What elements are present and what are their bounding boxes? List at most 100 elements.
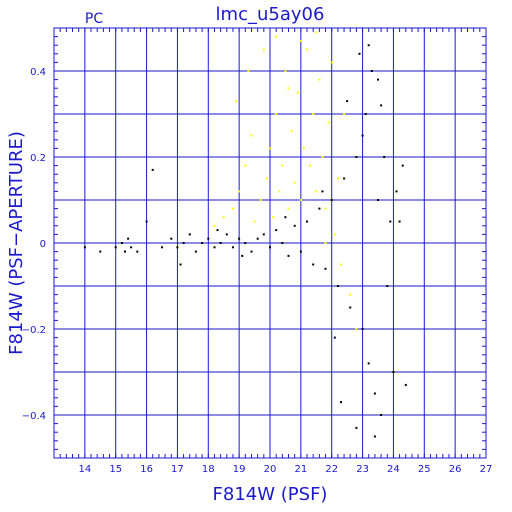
y-tick-label: 0.4 <box>30 67 46 78</box>
data-point-black <box>225 233 228 236</box>
x-tick-label: 24 <box>387 464 400 475</box>
data-point-black <box>355 426 358 429</box>
data-point-black <box>321 190 324 193</box>
data-point-black <box>306 220 308 223</box>
data-point-black <box>380 104 383 107</box>
y-tick-label: 0.2 <box>30 153 46 164</box>
chart-title: lmc_u5ay06 <box>216 4 325 25</box>
data-point-yellow <box>222 216 225 219</box>
data-point-yellow <box>244 164 247 167</box>
data-point-black <box>349 306 352 309</box>
data-point-yellow <box>340 263 342 266</box>
data-point-yellow <box>315 190 318 193</box>
tick-marks <box>53 27 487 459</box>
data-point-yellow <box>235 100 238 103</box>
data-point-yellow <box>336 177 339 180</box>
data-point-yellow <box>321 156 324 158</box>
data-point-black <box>130 246 133 249</box>
data-point-black <box>370 70 373 72</box>
data-point-yellow <box>259 199 262 201</box>
data-point-yellow <box>299 199 302 201</box>
data-point-black <box>343 177 346 180</box>
data-point-black <box>194 250 197 253</box>
x-tick-label: 19 <box>233 464 246 475</box>
data-point-black <box>395 190 398 193</box>
data-point-black <box>389 220 392 223</box>
data-point-black <box>83 246 86 249</box>
x-tick-label: 26 <box>449 464 462 475</box>
x-tick-label: 23 <box>356 464 369 475</box>
data-point-black <box>361 328 364 330</box>
data-point-black <box>358 52 361 55</box>
x-tick-label: 25 <box>418 464 431 475</box>
data-point-black <box>250 250 253 253</box>
data-point-black <box>145 220 148 223</box>
x-tick-label: 20 <box>264 464 277 475</box>
data-point-black <box>287 254 290 257</box>
data-point-yellow <box>330 61 333 64</box>
y-tick-label: 0 <box>40 239 46 250</box>
data-point-yellow <box>284 70 287 72</box>
data-point-black <box>392 371 395 373</box>
data-point-black <box>127 237 130 240</box>
data-point-yellow <box>324 207 327 210</box>
data-point-yellow <box>327 121 330 124</box>
data-point-yellow <box>269 147 271 150</box>
data-point-yellow <box>262 48 265 51</box>
data-point-yellow <box>315 31 318 34</box>
y-tick-label: −0.4 <box>22 411 46 422</box>
data-point-black <box>213 246 216 249</box>
data-point-black <box>330 199 333 201</box>
data-point-yellow <box>238 190 241 193</box>
data-point-yellow <box>265 177 268 180</box>
data-point-yellow <box>296 91 299 94</box>
data-point-black <box>244 242 247 244</box>
data-point-black <box>318 207 321 210</box>
data-point-yellow <box>272 216 275 219</box>
data-point-black <box>404 383 407 386</box>
data-point-black <box>281 242 284 244</box>
data-point-yellow <box>324 242 327 244</box>
data-point-yellow <box>302 147 305 150</box>
data-point-black <box>367 362 370 365</box>
data-point-black <box>373 392 376 395</box>
x-tick-label: 27 <box>480 464 493 475</box>
data-point-black <box>373 435 376 438</box>
data-point-black <box>377 199 379 201</box>
x-tick-label: 22 <box>325 464 338 475</box>
data-point-black <box>333 336 336 339</box>
data-point-yellow <box>293 181 296 184</box>
data-point-yellow <box>287 87 290 90</box>
data-point-black <box>114 246 117 249</box>
data-point-black <box>238 237 241 240</box>
corner-label: PC <box>85 11 103 27</box>
data-point-black <box>355 156 358 158</box>
data-point-black <box>161 246 163 249</box>
data-point-black <box>136 250 139 253</box>
data-point-black <box>383 156 386 158</box>
data-point-black <box>364 113 367 115</box>
x-tick-label: 18 <box>202 464 215 475</box>
x-tick-label: 21 <box>294 464 307 475</box>
x-tick-labels: 14 15 16 17 18 19 20 21 22 23 24 25 26 27 <box>78 464 492 475</box>
data-point-black <box>401 164 404 167</box>
y-tick-label: −0.2 <box>22 325 46 336</box>
data-point-black <box>377 78 379 81</box>
data-point-black <box>188 233 191 236</box>
data-point-black <box>346 100 349 103</box>
data-point-black <box>182 242 185 244</box>
y-tick-labels: −0.4 −0.2 0 0.2 0.4 <box>22 67 46 422</box>
y-axis-label: F814W (PSF−APERTURE) <box>6 131 27 355</box>
data-point-black <box>386 285 389 287</box>
data-point-yellow <box>290 130 293 133</box>
data-point-black <box>232 246 234 249</box>
data-point-yellow <box>281 164 284 167</box>
data-point-black <box>361 134 364 137</box>
data-point-yellow <box>355 328 358 330</box>
data-point-black <box>380 414 383 416</box>
grid <box>54 28 487 458</box>
data-point-black <box>367 44 370 47</box>
data-point-black <box>262 233 265 236</box>
data-point-black <box>398 220 401 223</box>
